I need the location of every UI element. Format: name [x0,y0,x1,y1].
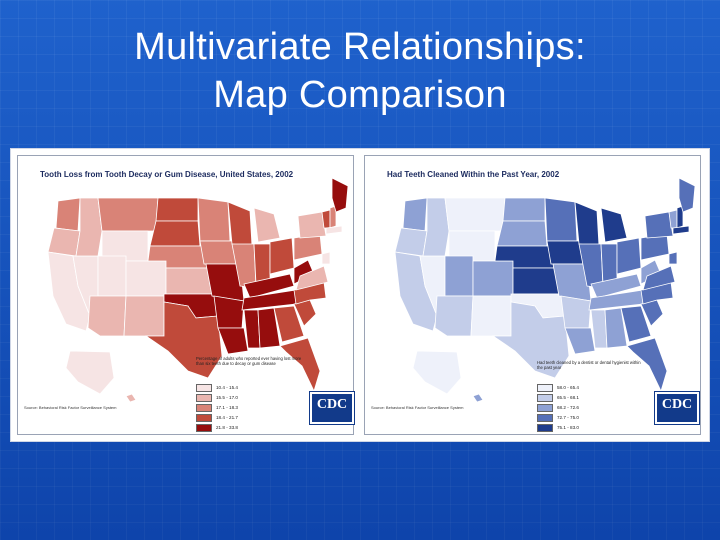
state-iowa [199,240,237,265]
state-washington [402,197,428,232]
legend-swatch [196,413,212,422]
state-hawaii [472,393,484,403]
state-michigan [600,207,628,243]
state-texas [491,301,570,379]
state-pennsylvania [640,233,670,261]
state-kansas [512,267,560,295]
state-ohio [616,237,642,275]
state-north-dakota [502,197,546,222]
state-colorado [125,260,167,297]
state-ohio [269,237,295,275]
state-kentucky [590,273,642,299]
state-new-york [297,211,327,239]
state-pennsylvania [293,233,323,261]
state-florida [626,337,668,393]
tooth-loss-map-title: Tooth Loss from Tooth Decay or Gum Disea… [40,170,294,179]
state-georgia [273,305,305,343]
teeth-cleaned-map-panel: Had Teeth Cleaned Within the Past Year, … [364,155,701,435]
tooth-loss-legend-item: 15.5 - 17.0 [196,393,238,402]
cdc-logo: CDC [654,391,700,425]
state-hawaii [125,393,137,403]
state-michigan [253,207,281,243]
state-oregon [47,227,81,257]
state-texas [144,301,223,379]
legend-swatch [196,383,212,392]
state-iowa [546,240,584,265]
state-arizona [434,295,474,337]
legend-swatch [537,383,553,392]
tooth-loss-legend-item: 18.4 - 21.7 [196,413,238,422]
tooth-loss-source: Source: Behavioral Risk Factor Surveilla… [24,405,117,410]
legend-swatch [537,423,553,432]
tooth-loss-legend-item: 21.8 - 33.8 [196,423,238,432]
state-virginia [295,265,329,291]
state-montana [444,197,506,232]
legend-swatch [196,423,212,432]
state-alaska [65,350,115,395]
state-new-hampshire [676,205,684,229]
state-indiana [600,243,618,285]
state-maine [331,177,349,213]
legend-swatch [537,393,553,402]
state-wisconsin [227,201,253,247]
state-idaho [75,197,103,257]
slide-title-line1: Multivariate Relationships: [134,26,586,68]
tooth-loss-us-map [47,177,349,403]
state-north-dakota [155,197,199,222]
state-arkansas [213,295,245,329]
state-oregon [394,227,428,257]
state-south-dakota [496,220,548,247]
state-new-jersey [668,251,678,265]
state-montana [97,197,159,232]
teeth-cleaned-legend-item: 68.2 - 72.6 [537,403,579,412]
state-virginia [642,265,676,291]
state-minnesota [544,197,578,242]
state-new-mexico [470,295,512,337]
state-kentucky [243,273,295,299]
teeth-cleaned-map-title: Had Teeth Cleaned Within the Past Year, … [387,170,560,179]
state-alaska [412,350,462,395]
legend-swatch [537,413,553,422]
state-massachusetts [325,225,343,235]
teeth-cleaned-legend-caption: Had teeth cleaned by a dentist or dental… [537,360,641,370]
tooth-loss-legend-item: 10.4 - 15.4 [196,383,238,392]
teeth-cleaned-legend-item: 65.5 - 68.1 [537,393,579,402]
state-idaho [422,197,450,257]
state-arizona [87,295,127,337]
slide-title-line2: Map Comparison [213,74,507,116]
legend-swatch [196,393,212,402]
state-washington [55,197,81,232]
map-comparison-image: Tooth Loss from Tooth Decay or Gum Disea… [10,148,710,442]
state-new-hampshire [329,205,337,229]
teeth-cleaned-legend-item: 72.7 - 75.0 [537,413,579,422]
state-louisiana [217,327,249,355]
state-indiana [253,243,271,285]
state-wisconsin [574,201,600,247]
state-new-mexico [123,295,165,337]
state-florida [279,337,321,393]
state-louisiana [564,327,596,355]
state-maine [678,177,696,213]
legend-swatch [196,403,212,412]
cdc-logo: CDC [309,391,355,425]
state-colorado [472,260,514,297]
teeth-cleaned-legend-item: 58.0 - 65.4 [537,383,579,392]
state-south-dakota [149,220,201,247]
tooth-loss-map-panel: Tooth Loss from Tooth Decay or Gum Disea… [17,155,355,435]
tooth-loss-legend-caption: Percentage of adults who reported ever h… [196,356,302,366]
teeth-cleaned-legend-item: 75.1 - 83.0 [537,423,579,432]
state-minnesota [197,197,231,242]
state-utah [97,255,127,297]
legend-swatch [537,403,553,412]
teeth-cleaned-us-map [394,177,696,403]
state-utah [444,255,474,297]
state-arkansas [560,295,592,329]
state-new-york [644,211,674,239]
teeth-cleaned-source: Source: Behavioral Risk Factor Surveilla… [371,405,464,410]
tooth-loss-legend-item: 17.1 - 18.3 [196,403,238,412]
state-kansas [165,267,213,295]
state-georgia [620,305,652,343]
state-new-jersey [321,251,331,265]
state-massachusetts [672,225,690,235]
